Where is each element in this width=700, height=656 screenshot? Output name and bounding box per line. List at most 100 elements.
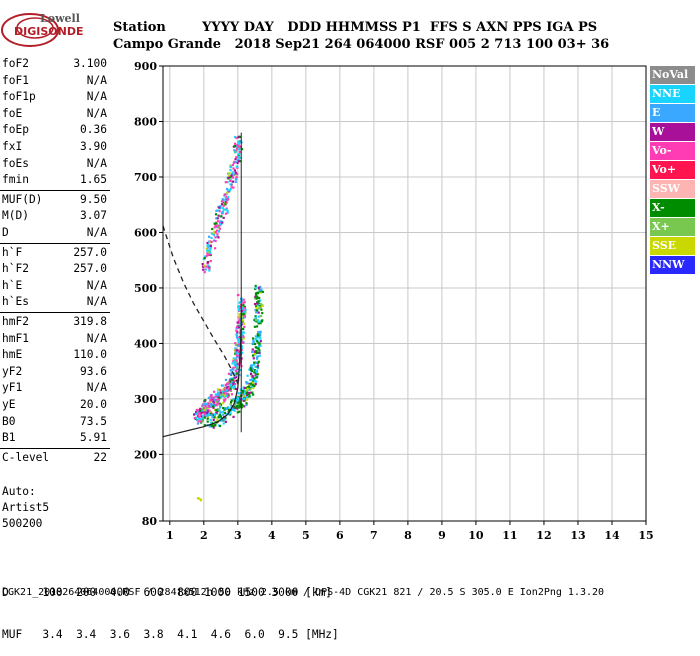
echo-point bbox=[250, 391, 253, 394]
echo-point bbox=[223, 390, 227, 393]
echo-point bbox=[194, 411, 198, 414]
echo-point bbox=[203, 264, 206, 267]
echo-point bbox=[224, 417, 227, 420]
echo-point bbox=[256, 295, 259, 298]
param-label: C-level bbox=[2, 450, 50, 464]
echo-point bbox=[235, 361, 238, 364]
echo-point bbox=[228, 189, 231, 192]
echo-point bbox=[209, 423, 213, 427]
param-row: fxI 3.90 bbox=[0, 139, 110, 156]
echo-point bbox=[233, 386, 236, 389]
echo-point bbox=[218, 222, 222, 226]
param-separator bbox=[0, 447, 110, 449]
echo-point bbox=[253, 371, 256, 374]
param-value: 93.6 bbox=[80, 364, 107, 378]
echo-point bbox=[246, 381, 249, 384]
echo-point bbox=[215, 400, 218, 403]
echo-point bbox=[217, 224, 220, 227]
echo-point bbox=[223, 400, 226, 403]
echo-point bbox=[256, 355, 259, 358]
param-row: B0 73.5 bbox=[0, 414, 110, 431]
echo-point bbox=[242, 304, 245, 307]
echo-point bbox=[219, 205, 222, 208]
param-row: h`F2 257.0 bbox=[0, 261, 110, 278]
echo-point bbox=[236, 344, 240, 347]
echo-point bbox=[207, 266, 210, 269]
echo-point bbox=[255, 320, 258, 323]
param-value: 22 bbox=[93, 450, 107, 464]
echo-point bbox=[235, 372, 238, 375]
param-value: 73.5 bbox=[80, 414, 107, 428]
echo-point bbox=[217, 226, 220, 229]
param-label: M(D) bbox=[2, 209, 29, 223]
logo-graphic: Lowell DIGISONDE bbox=[1, 12, 83, 47]
echo-point bbox=[251, 383, 254, 386]
echo-point bbox=[232, 368, 235, 371]
echo-point bbox=[249, 387, 252, 391]
echo-point bbox=[203, 399, 207, 402]
echo-point bbox=[236, 325, 239, 328]
echo-point bbox=[255, 340, 258, 343]
echo-point bbox=[209, 248, 212, 251]
profile-solid-line bbox=[162, 310, 242, 438]
echo-point bbox=[253, 377, 256, 380]
echo-point bbox=[212, 401, 216, 404]
echo-point bbox=[199, 419, 203, 422]
echo-point bbox=[201, 407, 204, 410]
echo-point bbox=[219, 406, 222, 409]
echo-point bbox=[209, 259, 212, 263]
echo-point bbox=[242, 298, 245, 301]
echo-point bbox=[225, 395, 228, 398]
echo-point bbox=[216, 233, 219, 236]
echo-point bbox=[257, 341, 260, 344]
echo-point bbox=[216, 235, 219, 238]
param-value: 20.0 bbox=[80, 398, 107, 411]
echo-point bbox=[256, 364, 260, 367]
echo-point bbox=[227, 176, 230, 179]
echo-point bbox=[226, 181, 229, 184]
echo-point bbox=[243, 405, 246, 408]
echo-point bbox=[229, 373, 232, 376]
echo-point bbox=[203, 412, 206, 415]
echo-point bbox=[257, 302, 260, 305]
echo-point bbox=[234, 160, 237, 164]
echo-point bbox=[244, 396, 248, 399]
echo-point bbox=[259, 314, 263, 318]
echo-point bbox=[214, 236, 217, 239]
param-label: h`Es bbox=[2, 295, 29, 309]
echo-point bbox=[203, 424, 206, 427]
echo-point bbox=[255, 349, 258, 352]
param-value: N/A bbox=[86, 73, 107, 87]
echo-point bbox=[242, 341, 245, 344]
echo-point bbox=[227, 386, 230, 390]
param-row: foE N/A bbox=[0, 106, 110, 123]
echo-point bbox=[222, 406, 225, 410]
echo-point bbox=[198, 409, 202, 412]
echo-point bbox=[255, 319, 258, 322]
echo-point bbox=[232, 167, 235, 170]
echo-point bbox=[236, 161, 239, 165]
echo-point bbox=[216, 416, 219, 419]
echo-point bbox=[234, 363, 237, 366]
echo-point bbox=[196, 419, 199, 422]
echo-point bbox=[258, 287, 261, 290]
echo-point bbox=[233, 144, 237, 148]
param-value: N/A bbox=[86, 226, 107, 239]
echo-point bbox=[254, 284, 257, 288]
echo-point bbox=[243, 390, 247, 393]
y-tick-label: 600 bbox=[134, 226, 157, 239]
echo-point bbox=[215, 408, 218, 412]
echo-point bbox=[232, 186, 235, 189]
echo-point bbox=[254, 370, 257, 373]
echo-point bbox=[238, 135, 242, 138]
legend-item-x: X+ bbox=[650, 218, 695, 236]
echo-point bbox=[236, 407, 239, 410]
y-tick-label: 80 bbox=[142, 515, 158, 528]
param-value: 3.07 bbox=[80, 209, 107, 223]
echo-point bbox=[248, 382, 251, 386]
echo-point bbox=[235, 349, 239, 352]
echo-point bbox=[230, 173, 234, 176]
ionogram-chart: 1 2 3 4 5 6 7 8 9 10 11 12 13 14 158020030040050060070… bbox=[134, 60, 654, 542]
echo-point bbox=[230, 393, 234, 396]
echo-point bbox=[210, 394, 213, 397]
